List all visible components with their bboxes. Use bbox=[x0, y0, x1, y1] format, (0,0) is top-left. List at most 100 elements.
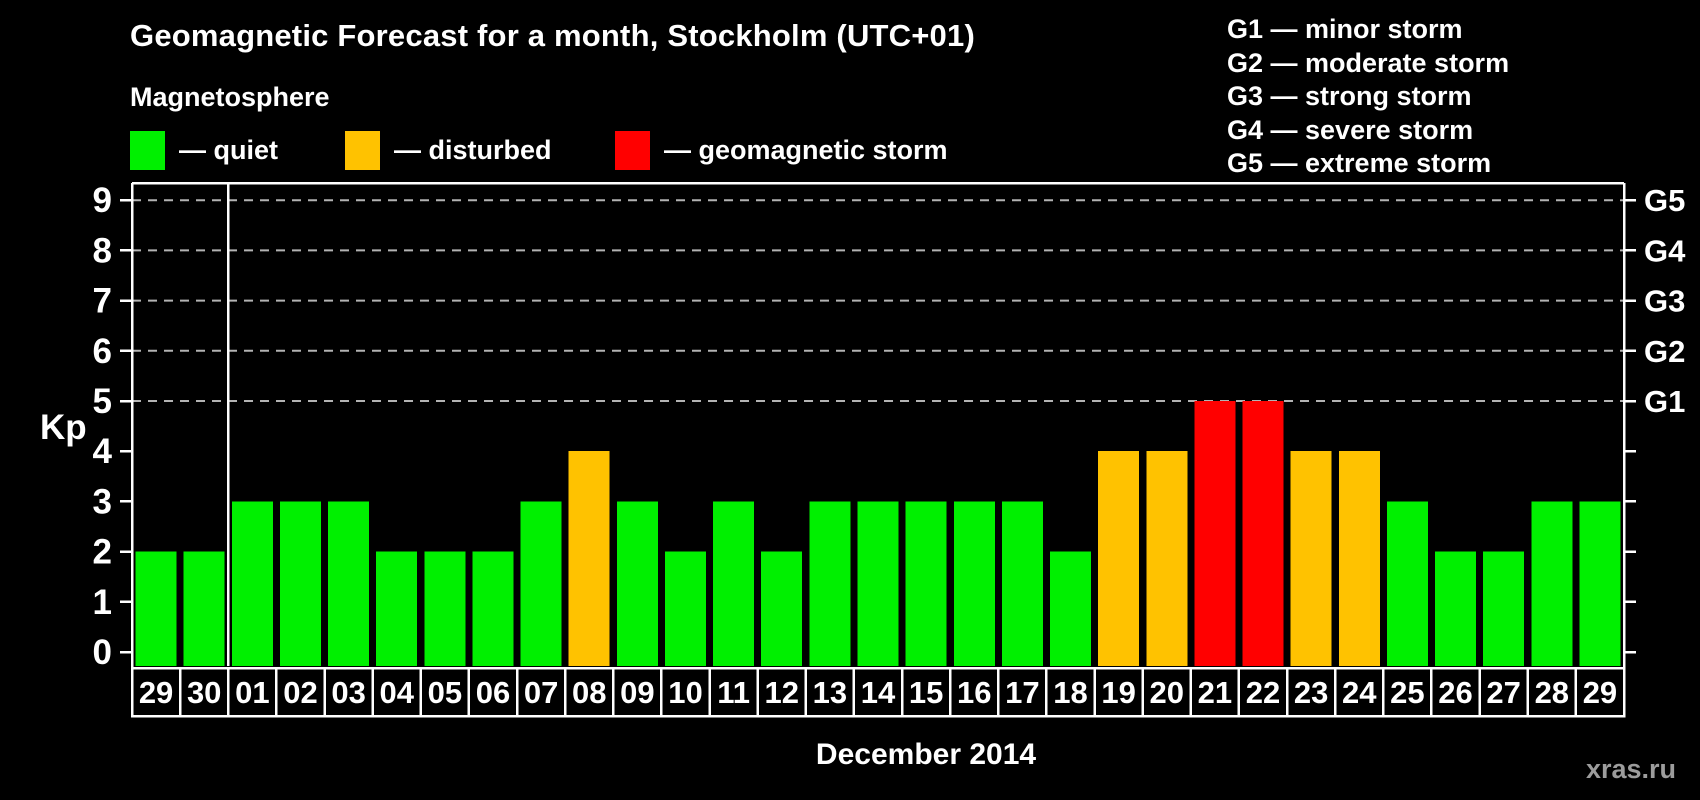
day-label-26-27: 26 bbox=[1438, 675, 1472, 710]
disturbed-swatch bbox=[345, 130, 380, 170]
day-label-29-0: 29 bbox=[139, 675, 173, 710]
day-label-12-13: 12 bbox=[764, 675, 798, 710]
day-cell-26-27 bbox=[1430, 666, 1481, 718]
kp-bar-day-06 bbox=[472, 551, 514, 666]
day-cell-18-19 bbox=[1045, 666, 1096, 718]
y-tick-label-7: 7 bbox=[93, 282, 112, 321]
kp-bar-day-08 bbox=[568, 451, 610, 666]
y-tick-label-2: 2 bbox=[93, 533, 112, 572]
legend-item-storm: — geomagnetic storm bbox=[615, 130, 948, 170]
day-cell-06-7 bbox=[467, 666, 519, 718]
kp-bar-day-14 bbox=[857, 501, 899, 666]
day-cell-08-9 bbox=[563, 666, 615, 718]
storm-scale-g1: G1 — minor storm bbox=[1227, 14, 1463, 44]
quiet-label: — quiet bbox=[179, 134, 278, 165]
day-label-16-17: 16 bbox=[957, 675, 991, 710]
day-cell-04-5 bbox=[371, 666, 423, 718]
storm-swatch bbox=[615, 130, 650, 170]
y-tick-label-3: 3 bbox=[93, 482, 112, 521]
quiet-swatch bbox=[130, 130, 165, 170]
day-label-06-7: 06 bbox=[476, 675, 510, 710]
day-cell-22-23 bbox=[1237, 666, 1289, 718]
day-label-20-21: 20 bbox=[1150, 675, 1184, 710]
day-label-10-11: 10 bbox=[668, 675, 702, 710]
kp-bar-day-04 bbox=[376, 551, 418, 666]
day-label-21-22: 21 bbox=[1198, 675, 1232, 710]
kp-bar-day-26 bbox=[1435, 551, 1477, 666]
day-label-09-10: 09 bbox=[620, 675, 654, 710]
day-cell-30-1 bbox=[178, 666, 230, 718]
kp-bar-day-11 bbox=[713, 501, 755, 666]
storm-scale-g3: G3 — strong storm bbox=[1227, 81, 1472, 112]
day-label-03-4: 03 bbox=[331, 675, 365, 710]
day-label-14-15: 14 bbox=[861, 675, 896, 710]
day-cell-15-16 bbox=[900, 666, 952, 718]
day-cell-28-29 bbox=[1526, 666, 1578, 718]
g-scale-label-G4: G4 bbox=[1644, 233, 1686, 268]
y-axis-label: Kp bbox=[40, 408, 87, 447]
kp-bar-day-12 bbox=[761, 551, 803, 666]
storm-scale-legend: G1 — minor storm G2 — moderate storm G3 … bbox=[1227, 13, 1509, 181]
day-label-11-12: 11 bbox=[717, 675, 750, 710]
day-label-04-5: 04 bbox=[379, 675, 414, 710]
day-cell-12-13 bbox=[756, 666, 808, 718]
day-label-18-19: 18 bbox=[1053, 675, 1087, 710]
day-cell-23-24 bbox=[1285, 666, 1337, 718]
kp-bar-day-23 bbox=[1290, 451, 1332, 666]
kp-bar-day-18 bbox=[1050, 551, 1092, 666]
kp-bar-day-13 bbox=[809, 501, 851, 666]
day-label-24-25: 24 bbox=[1342, 675, 1377, 710]
day-cell-29-30 bbox=[1574, 666, 1626, 718]
g-scale-label-G5: G5 bbox=[1644, 183, 1685, 218]
y-tick-label-9: 9 bbox=[93, 181, 112, 220]
storm-scale-g2: G2 — moderate storm bbox=[1227, 47, 1510, 78]
y-tick-label-0: 0 bbox=[93, 633, 112, 672]
kp-bar-day-22 bbox=[1242, 401, 1284, 666]
chart-subtitle: Magnetosphere bbox=[130, 82, 330, 112]
day-cell-16-17 bbox=[948, 666, 1000, 718]
day-label-01-2: 01 bbox=[235, 675, 269, 710]
g-scale-label-G3: G3 bbox=[1644, 284, 1685, 319]
kp-bar-day-29 bbox=[1579, 501, 1621, 666]
watermark: xras.ru bbox=[1585, 754, 1676, 784]
kp-bar-day-28 bbox=[1531, 501, 1573, 666]
kp-bar-day-05 bbox=[424, 551, 466, 666]
day-label-15-16: 15 bbox=[909, 675, 943, 710]
legend-item-quiet: — quiet bbox=[130, 130, 278, 170]
kp-bar-day-02 bbox=[279, 501, 321, 666]
kp-bar-day-07 bbox=[520, 501, 562, 666]
kp-bar-day-15 bbox=[905, 501, 947, 666]
day-label-02-3: 02 bbox=[283, 675, 317, 710]
day-label-29-30: 29 bbox=[1583, 675, 1617, 710]
kp-bar-day-03 bbox=[328, 501, 370, 666]
day-cell-27-28 bbox=[1478, 666, 1529, 718]
day-label-22-23: 22 bbox=[1246, 675, 1280, 710]
kp-bar-day-17 bbox=[1001, 501, 1043, 666]
day-label-28-29: 28 bbox=[1535, 675, 1569, 710]
storm-label: — geomagnetic storm bbox=[664, 134, 948, 165]
day-cell-19-20 bbox=[1093, 666, 1144, 718]
kp-bar-day-16 bbox=[953, 501, 995, 666]
kp-bar-day-19 bbox=[1098, 451, 1140, 666]
day-label-13-14: 13 bbox=[813, 675, 847, 710]
day-label-19-20: 19 bbox=[1101, 675, 1135, 710]
day-cell-02-3 bbox=[275, 666, 326, 718]
day-cell-17-18 bbox=[997, 666, 1048, 718]
kp-bar-day-09 bbox=[616, 501, 658, 666]
day-label-08-9: 08 bbox=[572, 675, 606, 710]
kp-bar-day-24 bbox=[1338, 451, 1380, 666]
day-label-25-26: 25 bbox=[1390, 675, 1424, 710]
chart-title: Geomagnetic Forecast for a month, Stockh… bbox=[130, 18, 975, 53]
g-scale-label-G1: G1 bbox=[1644, 384, 1685, 419]
kp-bar-day-01 bbox=[231, 501, 273, 666]
day-cell-09-10 bbox=[612, 666, 663, 718]
kp-bar-day-27 bbox=[1483, 551, 1525, 666]
day-label-17-18: 17 bbox=[1005, 675, 1039, 710]
disturbed-label: — disturbed bbox=[394, 134, 552, 165]
kp-bar-day-20 bbox=[1146, 451, 1188, 666]
y-tick-label-5: 5 bbox=[93, 382, 112, 421]
storm-scale-g5: G5 — extreme storm bbox=[1227, 148, 1492, 179]
day-cell-01-2 bbox=[227, 666, 278, 718]
